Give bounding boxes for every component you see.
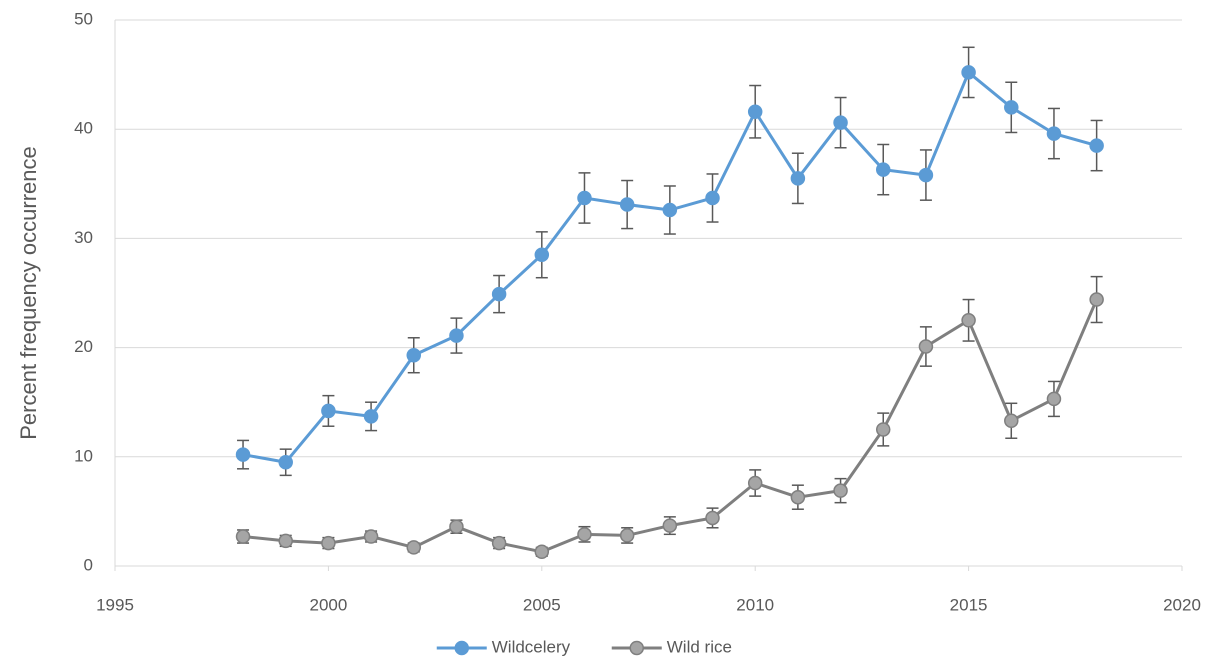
data-point [662,202,678,218]
data-point [406,540,422,555]
data-point [747,104,763,119]
data-point [1004,100,1019,115]
x-tick-label: 2010 [736,595,774,614]
data-point [747,475,763,491]
data-point [833,483,848,498]
x-tick-label: 2020 [1163,595,1201,614]
data-point [449,519,464,534]
data-point [619,197,635,212]
data-point [790,489,806,505]
data-point [918,167,934,183]
data-point [534,247,550,263]
data-point [961,65,976,80]
x-tick-label: 2000 [309,595,347,614]
legend-label: Wild rice [667,637,732,656]
data-point [534,544,550,560]
data-point [278,533,293,549]
data-point [363,409,379,424]
data-point [449,328,464,343]
data-point [491,286,507,302]
y-tick-label: 0 [84,555,93,574]
data-point [1089,292,1104,307]
x-tick-label: 2015 [950,595,988,614]
data-point [321,535,336,551]
data-point [406,347,422,363]
x-tick-label: 1995 [96,595,134,614]
data-point [321,403,336,419]
data-point [363,529,379,544]
data-point [961,313,976,328]
data-point [1046,391,1062,407]
data-point [662,518,678,533]
y-tick-label: 50 [74,9,93,28]
data-point [833,115,848,130]
legend-label: Wildcelery [492,637,571,656]
y-axis-label: Percent frequency occurrence [16,146,41,440]
data-point [1004,413,1019,429]
y-tick-label: 20 [74,337,93,356]
data-point [491,535,507,551]
data-point [619,528,635,543]
data-point [577,527,592,542]
data-point [1089,138,1104,153]
data-point [705,190,720,206]
data-point [918,339,934,354]
data-point [875,162,891,177]
legend-marker [454,640,469,656]
y-tick-label: 40 [74,119,93,138]
data-point [278,455,293,470]
y-tick-label: 10 [74,446,93,465]
y-tick-label: 30 [74,228,93,247]
data-point [790,171,806,186]
legend-marker [629,640,644,656]
x-tick-label: 2005 [523,595,561,614]
data-point [1046,126,1062,141]
data-point [235,447,251,462]
data-point [235,529,251,544]
data-point [705,510,720,526]
data-point [577,190,592,206]
data-point [875,422,891,437]
